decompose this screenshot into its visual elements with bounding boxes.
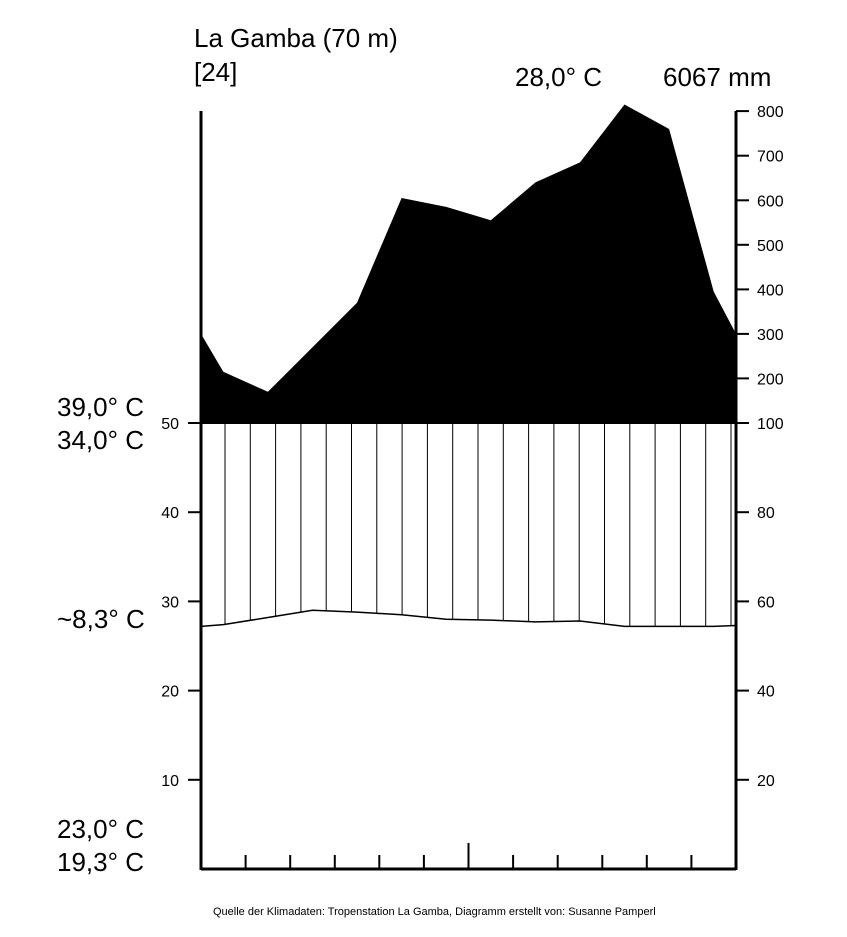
temperature-tick-label: 10 — [161, 773, 179, 790]
month-ticks — [244, 843, 693, 869]
precipitation-tick-label: 300 — [757, 327, 784, 344]
precipitation-tick-label: 80 — [757, 505, 775, 522]
precipitation-tick-label: 500 — [757, 238, 784, 255]
temperature-line — [200, 609, 737, 628]
precipitation-tick-label: 40 — [757, 684, 775, 701]
annual-precipitation-value: 6067 — [663, 62, 721, 92]
annual-precipitation-unit: mm — [728, 62, 772, 92]
precipitation-tick-label: 800 — [757, 104, 784, 121]
station-title: La Gamba (70 m) — [194, 23, 398, 53]
source-credit: Quelle der Klimadaten: Tropenstation La … — [213, 906, 656, 918]
precipitation-tick-label: 100 — [757, 416, 784, 433]
precipitation-axis-ticks: 20 40 60 80 100 200 300 400 500 600 700 800 — [736, 104, 784, 790]
mean-daily-min-coldest-month: 23,0° C — [57, 814, 145, 844]
precipitation-tick-label: 200 — [757, 371, 784, 388]
annual-precipitation: 6067 mm — [663, 62, 771, 92]
absolute-min-temperature: 19,3° C — [57, 847, 145, 877]
precipitation-tick-label: 600 — [757, 193, 784, 210]
annual-mean-temperature: 28,0° C — [515, 62, 603, 92]
observation-years: [24] — [194, 57, 238, 87]
absolute-max-temperature: 39,0° C — [57, 392, 145, 422]
temperature-tick-label: 30 — [161, 594, 179, 611]
mean-daily-max-warmest-month: 34,0° C — [57, 425, 145, 455]
precipitation-tick-label: 60 — [757, 594, 775, 611]
mean-daily-temperature-range: ~8,3° C — [57, 604, 145, 634]
humid-hatching — [224, 423, 732, 627]
precipitation-tick-label: 20 — [757, 773, 775, 790]
precipitation-above-100-area — [201, 104, 736, 423]
temperature-tick-label: 20 — [161, 684, 179, 701]
precipitation-tick-label: 400 — [757, 282, 784, 299]
temperature-axis-ticks: 10 20 30 40 50 — [161, 416, 201, 790]
temperature-tick-label: 40 — [161, 505, 179, 522]
precipitation-tick-label: 700 — [757, 149, 784, 166]
temperature-tick-label: 50 — [161, 416, 179, 433]
